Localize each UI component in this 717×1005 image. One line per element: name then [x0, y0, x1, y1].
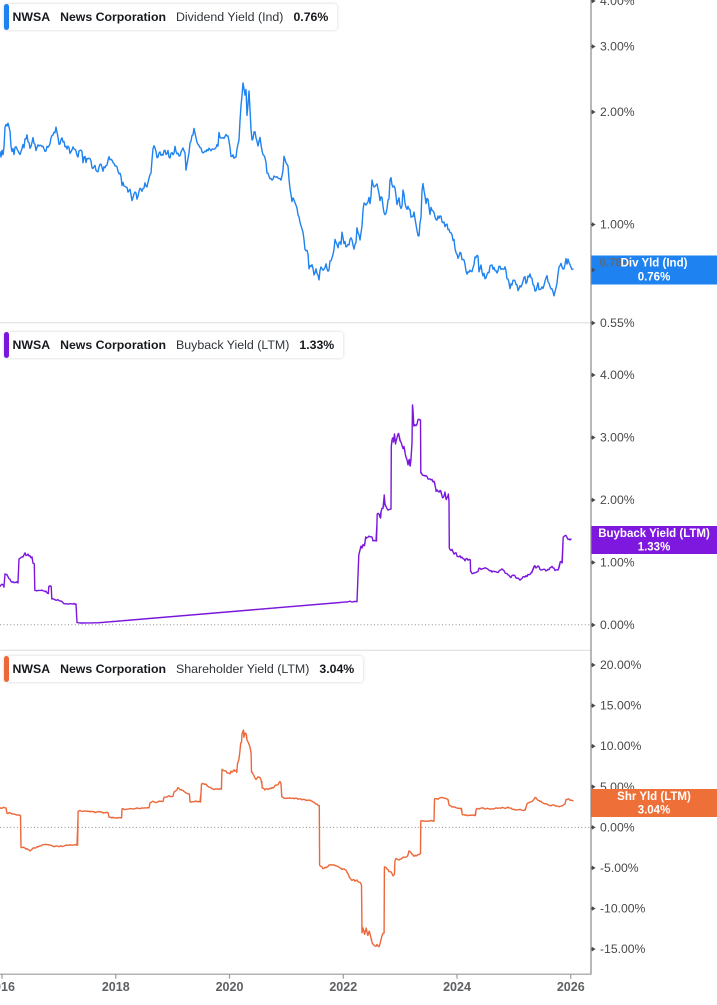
svg-text:4.00%: 4.00%	[600, 0, 635, 8]
svg-text:-5.00%: -5.00%	[600, 861, 639, 875]
svg-text:3.00%: 3.00%	[600, 40, 635, 54]
svg-text:15.00%: 15.00%	[600, 699, 641, 713]
svg-text:Buyback Yield (LTM): Buyback Yield (LTM)	[598, 528, 710, 540]
svg-text:2024: 2024	[443, 980, 471, 994]
svg-text:-15.00%: -15.00%	[600, 942, 646, 956]
svg-text:2018: 2018	[102, 980, 130, 994]
svg-text:2026: 2026	[557, 980, 585, 994]
svg-text:4.00%: 4.00%	[600, 368, 635, 382]
svg-text:Div Yld (Ind): Div Yld (Ind)	[621, 258, 688, 270]
svg-text:0.00%: 0.00%	[600, 820, 635, 834]
svg-text:Shr Yld (LTM): Shr Yld (LTM)	[617, 791, 691, 803]
svg-text:1.00%: 1.00%	[600, 556, 635, 570]
svg-text:3.04%: 3.04%	[638, 804, 671, 816]
svg-text:2.00%: 2.00%	[600, 105, 635, 119]
svg-text:2020: 2020	[216, 980, 244, 994]
svg-text:10.00%: 10.00%	[600, 739, 641, 753]
svg-text:1.00%: 1.00%	[600, 218, 635, 232]
svg-text:0.00%: 0.00%	[600, 618, 635, 632]
svg-text:0.78%: 0.78%	[600, 258, 633, 270]
svg-text:0.55%: 0.55%	[600, 316, 635, 330]
svg-text:0.76%: 0.76%	[638, 272, 671, 284]
svg-text:2.00%: 2.00%	[600, 493, 635, 507]
svg-text:3.00%: 3.00%	[600, 431, 635, 445]
svg-text:1.33%: 1.33%	[638, 541, 671, 553]
svg-text:20.00%: 20.00%	[600, 658, 641, 672]
svg-text:2016: 2016	[0, 980, 15, 994]
svg-text:2022: 2022	[329, 980, 357, 994]
svg-text:-10.00%: -10.00%	[600, 902, 646, 916]
